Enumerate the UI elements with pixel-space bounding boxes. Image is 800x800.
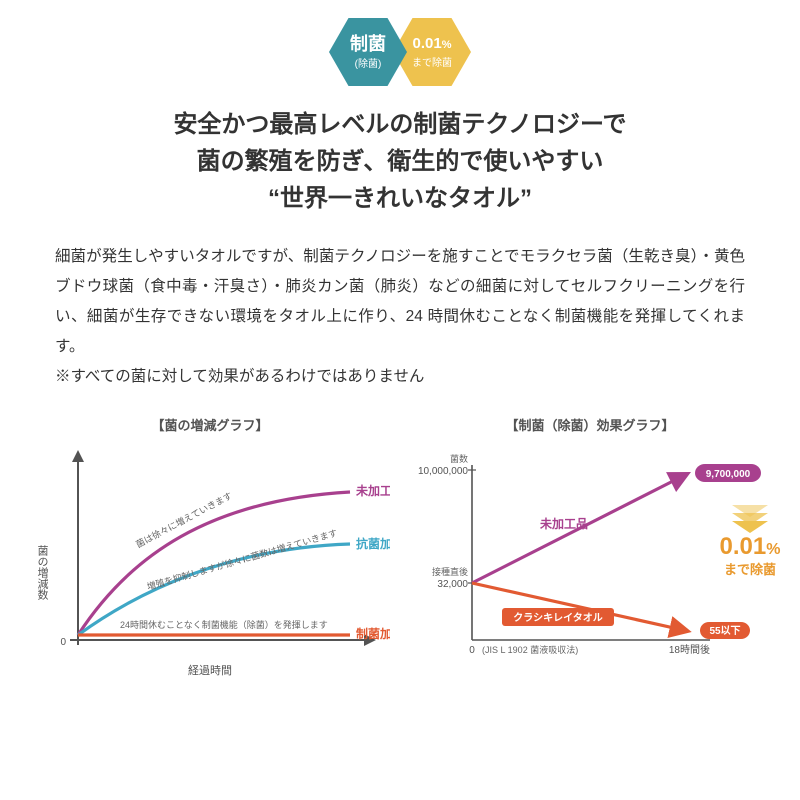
series-antibacterial-anno: 増殖を抑制しますが徐々に菌数は増えていきます xyxy=(146,527,339,592)
series-bottom-label: クラシキレイタオル xyxy=(513,612,602,624)
series-top-value: 9,700,000 xyxy=(706,469,751,480)
chart-growth-xlabel: 経過時間 xyxy=(30,662,390,678)
y-top-small: 菌数 xyxy=(450,453,468,464)
chart-effect-title: 【制菌（除菌）効果グラフ】 xyxy=(410,415,770,434)
headline-line3: “世界一きれいなタオル” xyxy=(0,180,800,217)
headline: 安全かつ最高レベルの制菌テクノロジーで 菌の繁殖を防ぎ、衛生的で使いやすい “世… xyxy=(0,106,800,218)
series-unprocessed-label: 未加工品 xyxy=(355,483,390,498)
badge-right-pct: % xyxy=(442,39,452,51)
badge-left-sub: (除菌) xyxy=(355,55,382,70)
series-top-label: 未加工品 xyxy=(539,516,588,531)
series-sterilization-anno: 24時間休むことなく制菌機能（除菌）を発揮します xyxy=(120,619,328,630)
callout-sub: まで除菌 xyxy=(712,559,788,578)
body-text: 細菌が発生しやすいタオルですが、制菌テクノロジーを施すことでモラクセラ菌（生乾き… xyxy=(55,242,745,393)
y-top-label: 10,000,000 xyxy=(418,466,468,477)
badge-right-sub: まで除菌 xyxy=(412,54,452,69)
chart-growth-ylabel: 菌の増減数 xyxy=(34,545,50,600)
badge-right-top: 0.01 xyxy=(413,35,442,52)
chevron-icon xyxy=(732,513,768,525)
series-bottom-value: 55以下 xyxy=(709,625,740,637)
body-p1: 細菌が発生しやすいタオルですが、制菌テクノロジーを施すことでモラクセラ菌（生乾き… xyxy=(55,242,745,363)
callout-main: 0.01 xyxy=(720,533,767,560)
zero-label: 0 xyxy=(60,637,66,648)
headline-line2: 菌の繁殖を防ぎ、衛生的で使いやすい xyxy=(0,143,800,180)
series-sterilization-label: 制菌加工 xyxy=(356,626,390,641)
badge-left: 制菌 (除菌) xyxy=(329,18,407,86)
headline-line1: 安全かつ最高レベルの制菌テクノロジーで xyxy=(0,106,800,143)
callout: 0.01% まで除菌 xyxy=(712,505,788,578)
chart-growth-title: 【菌の増減グラフ】 xyxy=(30,415,390,434)
x-left-note: (JIS L 1902 菌液吸収法) xyxy=(482,644,578,655)
chart-effect: 【制菌（除菌）効果グラフ】 菌数 10,000,000 接種直後 32,000 … xyxy=(410,415,770,675)
x-left-label: 0 xyxy=(469,645,475,656)
charts-row: 【菌の増減グラフ】 菌の増減数 0 未加工品 菌は徐々に増えていきます 抗菌加工… xyxy=(30,415,770,675)
chart-growth: 【菌の増減グラフ】 菌の増減数 0 未加工品 菌は徐々に増えていきます 抗菌加工… xyxy=(30,415,390,675)
x-right-label: 18時間後 xyxy=(669,643,710,656)
badge-row: 制菌 (除菌) 0.01% まで除菌 xyxy=(0,0,800,86)
y-mid-label: 32,000 xyxy=(437,579,468,590)
series-antibacterial-label: 抗菌加工 xyxy=(356,536,390,551)
y-mid-small: 接種直後 xyxy=(432,566,468,577)
badge-left-main: 制菌 xyxy=(350,35,386,53)
callout-pct: % xyxy=(766,541,780,558)
chart-growth-svg: 0 未加工品 菌は徐々に増えていきます 抗菌加工 増殖を抑制しますが徐々に菌数は… xyxy=(30,440,390,660)
body-p2: ※すべての菌に対して効果があるわけではありません xyxy=(55,362,745,392)
